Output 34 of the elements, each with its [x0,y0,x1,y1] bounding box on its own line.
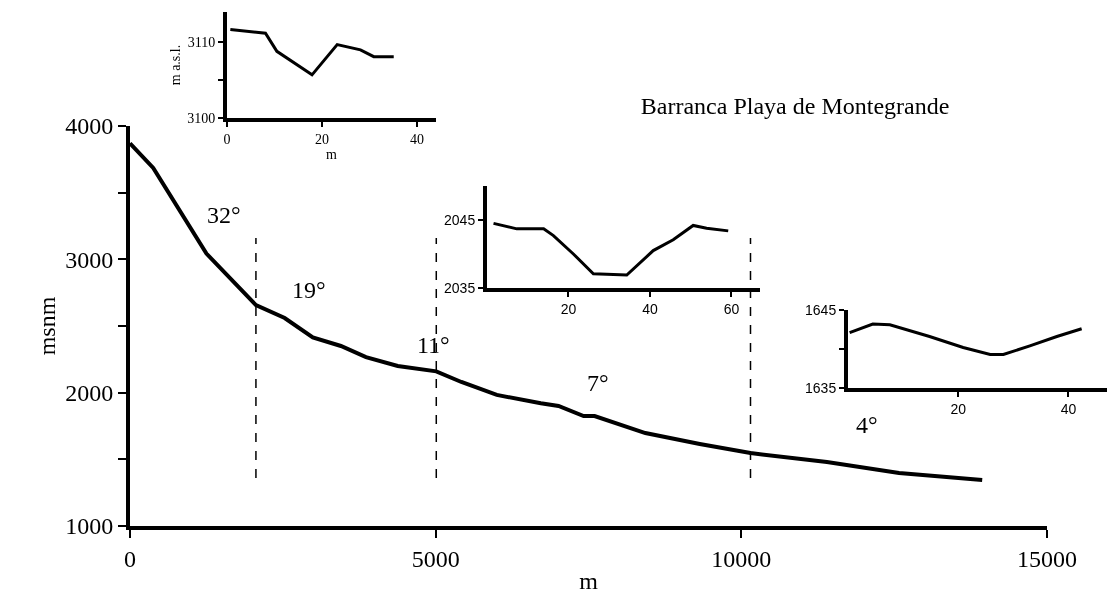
line-series [228,27,396,77]
y-tick-label: 1635 [805,379,837,396]
annotation: 11° [417,332,450,358]
x-tick-label: 10000 [711,545,772,572]
y-tick-label: 3000 [65,246,114,273]
x-tick-label: 40 [410,131,424,147]
y-tick-label: 3110 [187,35,216,51]
x-tick-label: 0 [223,131,231,147]
y-axis-title: m a.s.l. [168,44,184,86]
x-tick-label: 20 [950,400,967,417]
x-tick-label: 5000 [411,545,460,572]
x-tick-label: 40 [642,300,658,317]
y-tick-label: 2045 [444,211,476,228]
x-tick-label: 60 [723,300,740,317]
x-tick-label: 0 [124,545,136,572]
y-axis-title: msnm [33,296,60,356]
annotation: 19° [292,277,326,303]
y-tick-label: 3100 [187,110,216,126]
x-tick-label: 20 [560,300,577,317]
annotation: 4° [856,412,878,438]
x-axis-title: m [326,146,338,162]
y-tick-label: 2000 [65,380,114,407]
x-axis-title: m [579,567,599,594]
annotation: 32° [207,202,241,228]
y-tick-label: 4000 [65,113,114,140]
y-tick-label: 1645 [805,301,837,318]
y-tick-label: 1000 [65,513,114,540]
line-series [492,221,730,277]
x-tick-label: 20 [315,131,329,147]
chart-title: Barranca Playa de Montegrande [640,92,950,119]
x-tick-label: 15000 [1017,545,1077,572]
x-tick-label: 40 [1060,400,1077,417]
y-tick-label: 2035 [444,279,476,296]
annotation: 7° [587,370,609,396]
